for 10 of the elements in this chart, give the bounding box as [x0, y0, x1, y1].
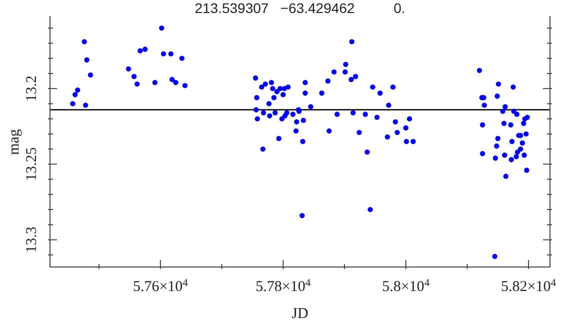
chart-title: 213.539307 −63.429462 0.: [194, 0, 406, 16]
x-tick-label: 5.78×10$^{4}$: [256, 278, 312, 295]
x-tick-label: 5.76×10$^{4}$: [132, 278, 189, 295]
y-tick-label: 13.3: [24, 226, 40, 253]
x-axis-title: JD: [290, 306, 310, 323]
x-tick-label: 5.82×10$^{4}$: [501, 278, 557, 295]
y-tick-label: 13.2: [24, 75, 40, 102]
x-tick-label: 5.8×10$^{4}$: [382, 278, 430, 295]
y-tick-label: 13.25: [24, 147, 40, 182]
y-axis-title: mag: [6, 128, 24, 154]
